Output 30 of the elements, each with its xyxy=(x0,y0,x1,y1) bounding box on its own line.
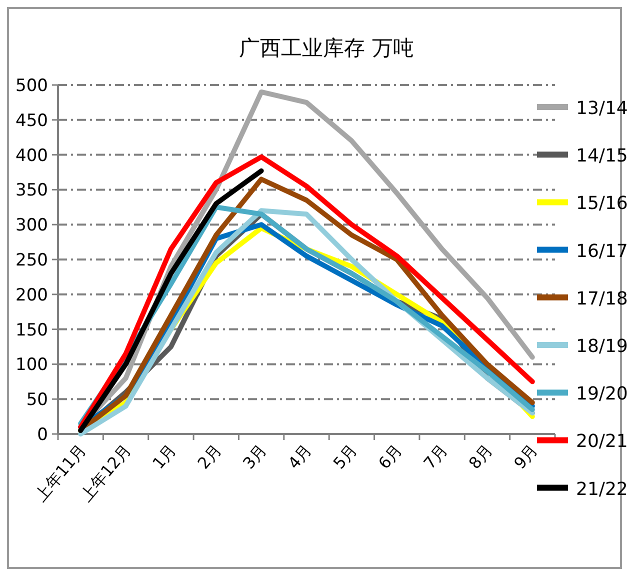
legend-label: 20/21 xyxy=(576,431,628,452)
x-tick-label: 2月 xyxy=(194,440,226,473)
x-tick-label: 1月 xyxy=(148,440,180,473)
y-tick-label: 150 xyxy=(16,320,48,340)
y-tick-label: 50 xyxy=(26,390,48,410)
y-tick-label: 350 xyxy=(16,180,48,201)
legend-label: 14/15 xyxy=(576,146,628,167)
legend-label: 13/14 xyxy=(576,98,628,119)
x-tick-label: 4月 xyxy=(284,440,316,473)
y-tick-label: 100 xyxy=(16,355,48,376)
legend-label: 17/18 xyxy=(576,288,628,310)
y-tick-label: 200 xyxy=(16,285,48,306)
x-tick-label: 3月 xyxy=(238,440,270,473)
legend-label: 16/17 xyxy=(576,240,628,262)
legend-label: 19/20 xyxy=(576,384,628,405)
chart-title: 广西工业库存 万吨 xyxy=(239,36,414,60)
legend-label: 18/19 xyxy=(576,336,628,357)
legend-label: 15/16 xyxy=(576,193,628,214)
x-tick-label: 9月 xyxy=(510,440,542,473)
x-tick-label: 8月 xyxy=(464,440,496,473)
y-tick-label: 500 xyxy=(16,76,48,96)
legend-label: 21/22 xyxy=(576,478,628,500)
y-tick-label: 250 xyxy=(16,250,48,270)
x-tick-label: 6月 xyxy=(374,440,406,473)
y-tick-label: 300 xyxy=(16,216,48,236)
y-tick-label: 0 xyxy=(37,425,48,445)
x-tick-label: 7月 xyxy=(420,440,452,473)
x-tick-label: 5月 xyxy=(329,440,361,473)
y-tick-label: 400 xyxy=(16,146,48,166)
y-tick-label: 450 xyxy=(16,110,48,131)
